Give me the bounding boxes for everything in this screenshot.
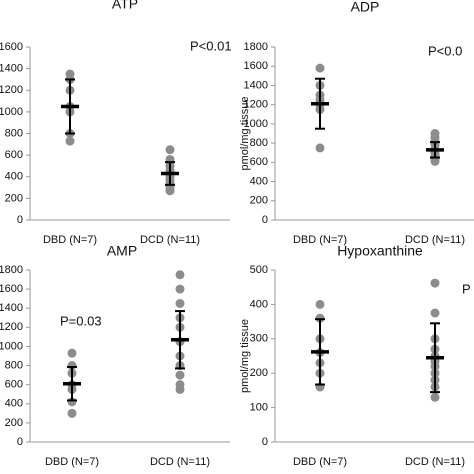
y-tick-label: 1000: [0, 340, 23, 352]
y-tick-label: 400: [5, 398, 23, 410]
data-point: [67, 348, 77, 358]
data-point: [430, 156, 440, 166]
y-tick-label: 600: [5, 149, 23, 161]
y-tick-label: 1600: [0, 283, 23, 295]
chart-title: ADP: [351, 0, 380, 15]
data-point: [315, 313, 325, 323]
y-tick-label: 600: [5, 379, 23, 391]
y-tick-label: 400: [5, 171, 23, 183]
y-tick-label: 800: [5, 359, 23, 371]
y-tick-label: 1600: [244, 60, 268, 72]
y-tick-label: 1000: [244, 118, 268, 130]
y-tick-label: 0: [262, 436, 268, 448]
y-tick-label: 200: [5, 417, 23, 429]
y-tick-label: 1200: [0, 321, 23, 333]
data-point: [315, 143, 325, 153]
y-tick-label: 1400: [0, 302, 23, 314]
annotation: P<0.01: [190, 38, 232, 53]
x-tick-label: DCD (N=11): [405, 234, 465, 246]
y-tick-label: 500: [250, 264, 268, 276]
y-tick-label: 400: [250, 175, 268, 187]
y-tick-label: 0: [17, 214, 23, 226]
annotation: P<0.0: [428, 43, 462, 58]
y-tick-label: 800: [5, 127, 23, 139]
data-point: [175, 298, 185, 308]
x-tick-label: DBD (N=7): [293, 234, 347, 246]
chart-title: AMP: [107, 243, 137, 259]
data-point: [175, 370, 185, 380]
y-tick-label: 1000: [0, 106, 23, 118]
y-axis-label: pmol/mg tissue: [239, 319, 251, 393]
data-point: [430, 392, 440, 402]
data-point: [175, 270, 185, 280]
y-axis-label: pmol/mg tissue: [239, 97, 251, 171]
data-point: [430, 308, 440, 318]
x-tick-label: DBD (N=7): [43, 234, 97, 246]
annotation: P=0.03: [60, 313, 102, 328]
x-tick-label: DBD (N=7): [45, 456, 99, 468]
y-tick-label: 1600: [0, 41, 23, 53]
data-point: [65, 136, 75, 146]
y-tick-label: 1400: [0, 63, 23, 75]
y-tick-label: 800: [250, 137, 268, 149]
y-tick-label: 100: [250, 402, 268, 414]
x-tick-label: DCD (N=11): [405, 456, 465, 468]
data-point: [165, 186, 175, 196]
y-tick-label: 1200: [0, 84, 23, 96]
chart-title: Hypoxanthine: [337, 243, 423, 259]
data-point: [175, 284, 185, 294]
y-tick-label: 1800: [0, 264, 23, 276]
annotation: P: [462, 281, 471, 296]
y-tick-label: 1400: [244, 79, 268, 91]
y-tick-label: 1200: [244, 99, 268, 111]
data-point: [165, 145, 175, 155]
data-point: [67, 408, 77, 418]
x-tick-label: DBD (N=7): [293, 456, 347, 468]
y-tick-label: 200: [250, 195, 268, 207]
y-tick-label: 300: [250, 333, 268, 345]
x-tick-label: DCD (N=11): [150, 456, 210, 468]
y-tick-label: 0: [17, 436, 23, 448]
data-point: [175, 384, 185, 394]
y-tick-label: 400: [250, 298, 268, 310]
y-tick-label: 200: [250, 367, 268, 379]
data-point: [315, 63, 325, 73]
x-tick-label: DCD (N=11): [140, 234, 200, 246]
y-tick-label: 1800: [244, 41, 268, 53]
data-point: [430, 278, 440, 288]
y-tick-label: 0: [262, 214, 268, 226]
y-tick-label: 200: [5, 192, 23, 204]
y-tick-label: 600: [250, 156, 268, 168]
chart-title: ATP: [112, 0, 138, 12]
data-point: [315, 299, 325, 309]
